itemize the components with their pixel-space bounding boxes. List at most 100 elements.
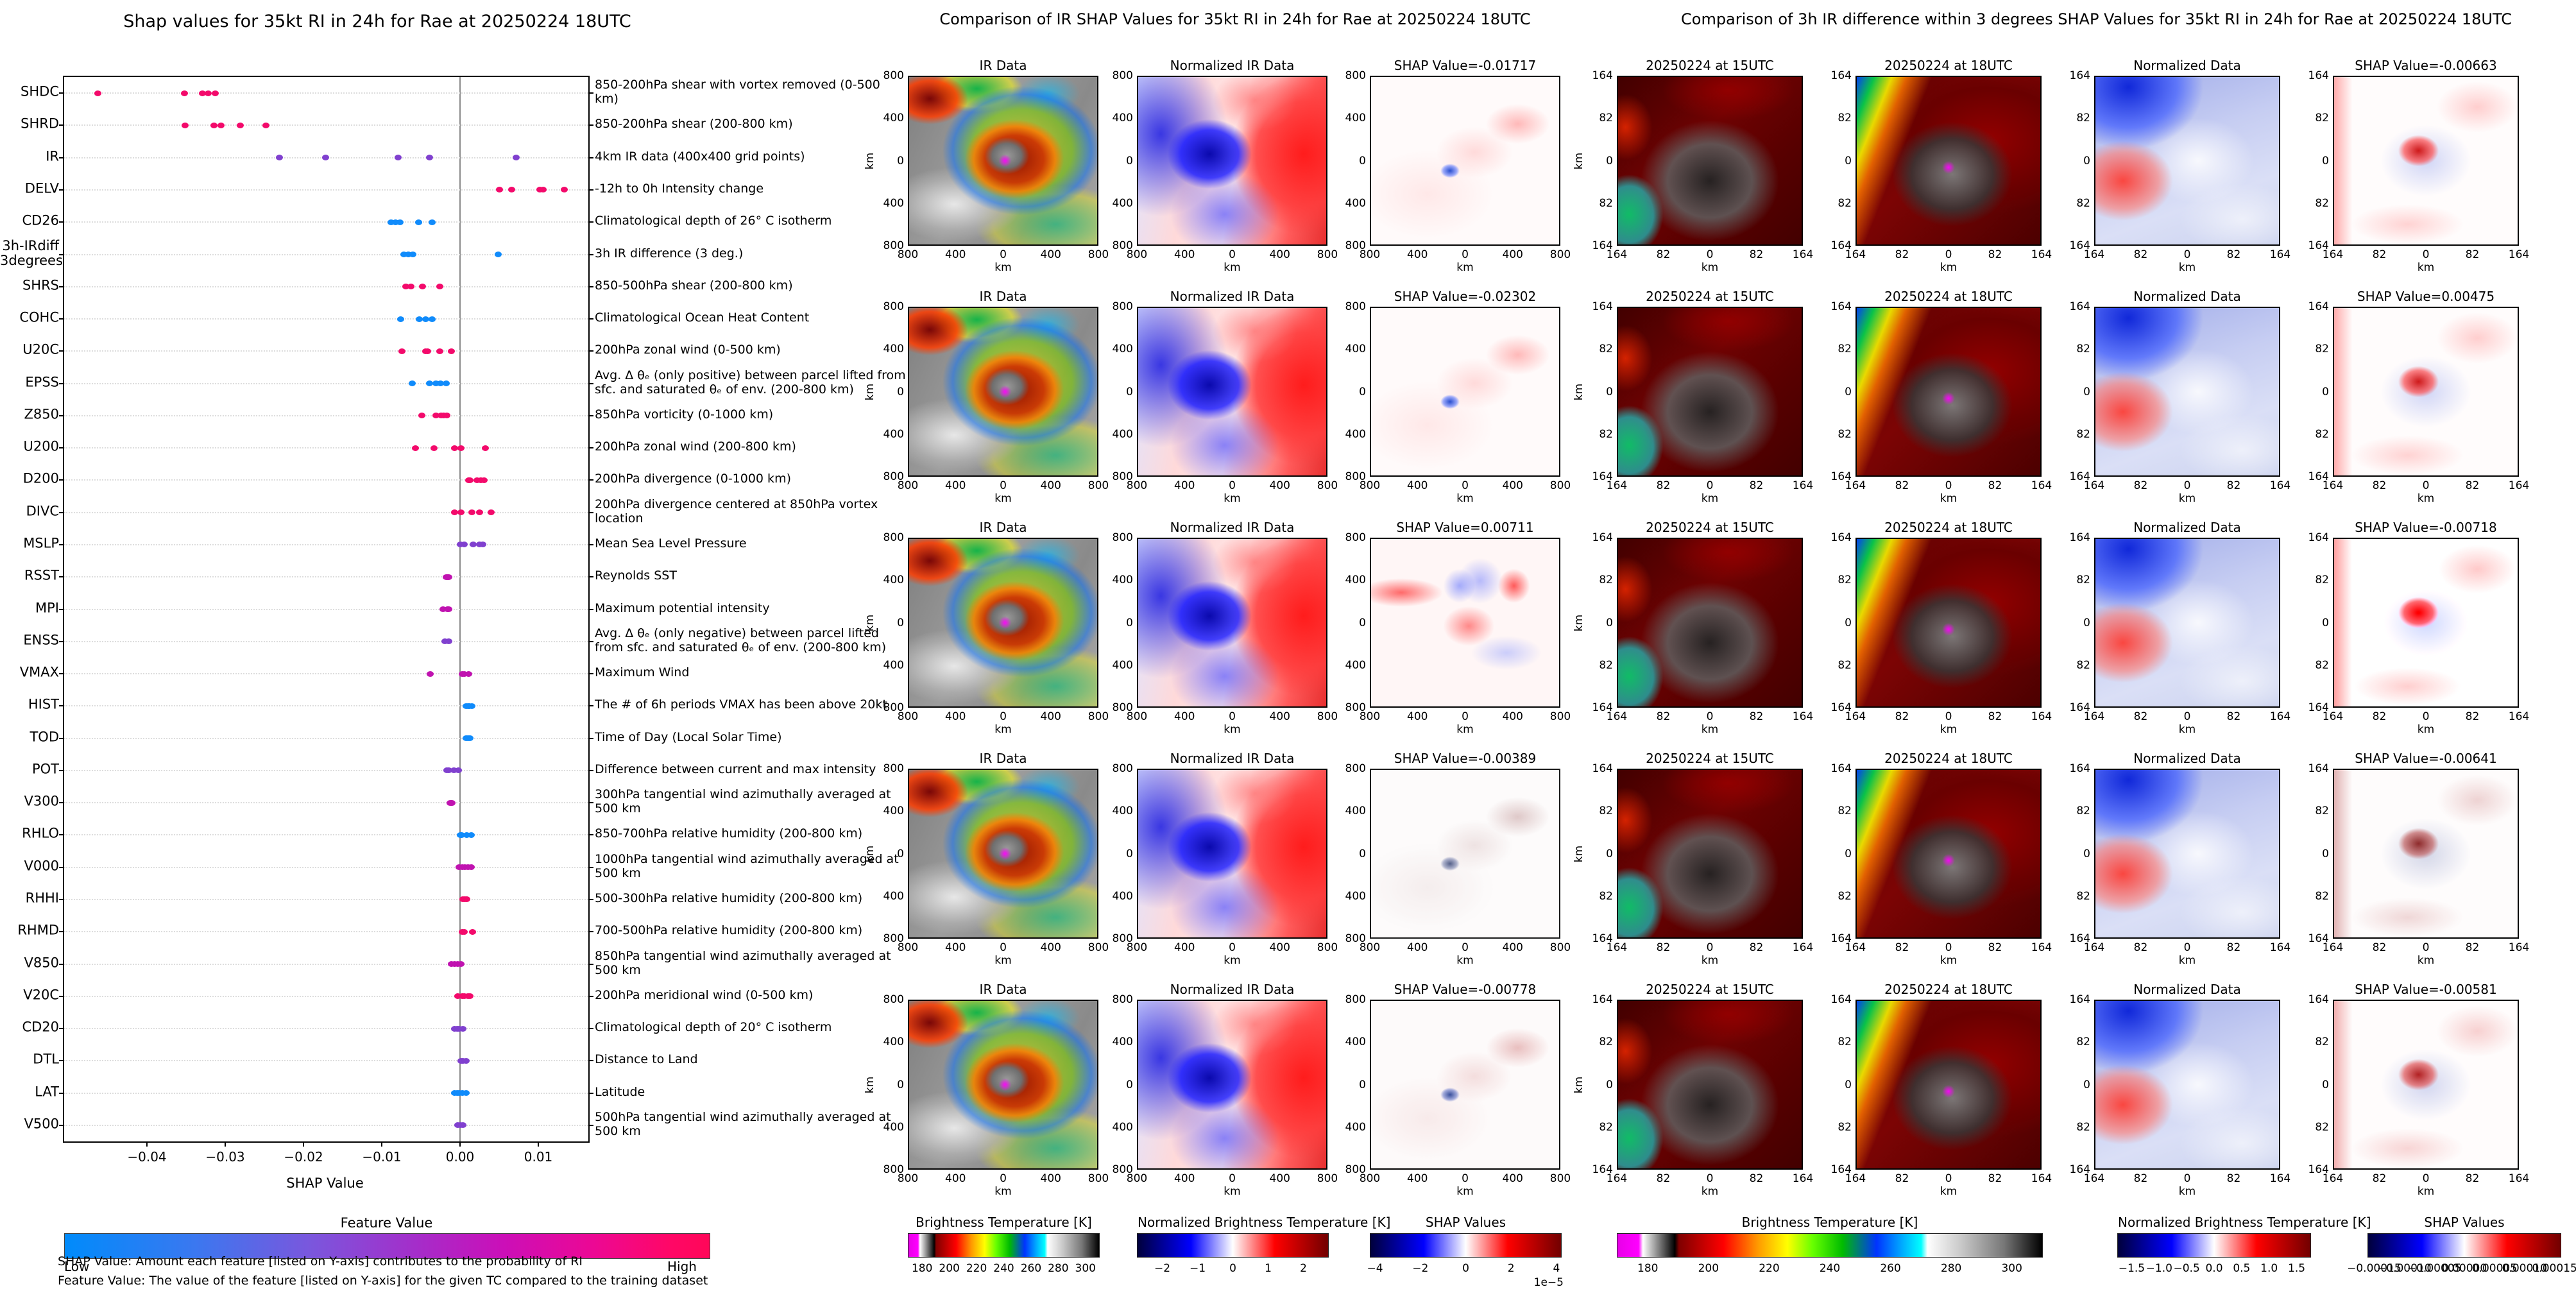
shap-dot — [470, 542, 477, 548]
x-tick-label: 400 — [1269, 248, 1290, 261]
row-gridline — [64, 543, 588, 545]
y-tick-label: 0 — [1845, 616, 1852, 629]
normalized-ir-data-subplot: Normalized IR Data 800 400 0 400 800 800 400 0 40… — [1113, 982, 1338, 1198]
x-tick-label: 164 — [1845, 710, 1866, 723]
x-tick-label: 164 — [2269, 248, 2291, 261]
feature-description: 300hPa tangential wind azimuthally avera… — [595, 787, 891, 816]
y-tick-label: 400 — [1345, 889, 1366, 903]
x-tick-label: 164 — [2508, 248, 2530, 261]
y-tick-label: 164 — [2308, 932, 2329, 945]
feature-description: Difference between current and max inten… — [595, 762, 876, 776]
x-tick-label: 0 — [2183, 710, 2191, 723]
x-tick-label: 800 — [1549, 479, 1571, 492]
x-axis-km-label: km — [1701, 492, 1719, 505]
shap-dot — [481, 445, 489, 451]
colorbar-tick-label: 180 — [1637, 1262, 1659, 1275]
colorbar-multiplier: 1e−5 — [1533, 1276, 1564, 1289]
feature-label: MPI — [35, 600, 59, 615]
x-tick-label: 82 — [2465, 1172, 2480, 1185]
x-axis-km-label: km — [1224, 723, 1241, 736]
x-axis-km-label: km — [994, 1185, 1012, 1198]
x-tick-label: 0 — [1945, 248, 1952, 261]
x-axis-km-label: km — [2178, 723, 2196, 736]
x-tick-label: 164 — [1606, 941, 1628, 954]
ir-18utc-subplot: 20250224 at 18UTC 164 82 0 82 164 164 82 0 82 164 k… — [1831, 982, 2052, 1198]
feature-value-colorbar — [64, 1233, 710, 1259]
feature-description: 500hPa tangential wind azimuthally avera… — [595, 1109, 891, 1138]
shap-dot — [396, 219, 404, 225]
y-tick-label: 400 — [883, 1036, 904, 1049]
x-tick-label: 164 — [2322, 941, 2344, 954]
ir-data-image — [908, 1000, 1098, 1170]
y-tick-label: 400 — [883, 196, 904, 210]
x-axis-km-label: km — [1940, 723, 1958, 736]
shap-dot — [432, 380, 439, 387]
colorbar-shap-values: SHAP Values −0.00015 −0.00010 −0.00005 0.000… — [2347, 1215, 2576, 1275]
subplot-title: IR Data — [979, 751, 1027, 766]
x-tick-label: 400 — [1502, 479, 1523, 492]
y-tick-mark-right — [588, 318, 593, 320]
x-tick-label: 400 — [1269, 941, 1290, 954]
y-axis-km-label: km — [864, 614, 877, 631]
feature-label: POT — [31, 761, 59, 777]
irdiff-shap-map-image — [2333, 307, 2519, 477]
subplot-shap-title: SHAP Value=0.00711 — [1396, 520, 1534, 535]
y-tick-mark-right — [588, 447, 593, 449]
y-tick-label: 800 — [1345, 701, 1366, 714]
ir-18utc-image — [1855, 1000, 2042, 1170]
x-axis-km-label: km — [1224, 492, 1241, 505]
shap-dot — [428, 219, 436, 225]
x-tick-mark — [146, 1141, 148, 1147]
x-tick-label: 0 — [1229, 1172, 1236, 1185]
colorbar-tick-label: −4 — [1367, 1262, 1383, 1275]
y-tick-label: 400 — [1345, 1036, 1366, 1049]
y-tick-label: 400 — [1112, 574, 1133, 587]
y-tick-label: 800 — [1112, 1163, 1133, 1176]
x-tick-label: −0.02 — [284, 1149, 323, 1165]
x-tick-mark — [303, 1141, 304, 1147]
feature-label: RHMD — [17, 922, 59, 938]
ir-shap-map-image — [1370, 538, 1560, 708]
y-tick-label: 800 — [1345, 69, 1366, 82]
y-tick-label: 82 — [2315, 343, 2329, 356]
feature-label: RHLO — [22, 825, 59, 841]
y-tick-mark-right — [588, 157, 593, 158]
x-tick-label: 0 — [1706, 1172, 1714, 1185]
shap-dot — [459, 1025, 467, 1032]
colorbar-tick-label: −0.00005 — [2407, 1262, 2462, 1275]
y-tick-mark-right — [588, 705, 593, 707]
x-axis-km-label: km — [1456, 1185, 1474, 1198]
y-axis-km-label: km — [864, 845, 877, 862]
subplot-title: Normalized IR Data — [1170, 520, 1295, 535]
x-tick-label: 82 — [2372, 248, 2387, 261]
y-tick-label: 82 — [1599, 196, 1613, 210]
y-tick-label: 82 — [1599, 889, 1613, 903]
x-tick-label: 82 — [1988, 1172, 2002, 1185]
x-tick-label: 800 — [1126, 1172, 1148, 1185]
x-tick-label: 164 — [2031, 710, 2052, 723]
subplot-title: 20250224 at 15UTC — [1646, 751, 1774, 766]
shap-dot — [455, 767, 463, 774]
shap-dot — [416, 316, 423, 322]
shap-dot — [473, 477, 481, 483]
y-tick-label: 164 — [1830, 531, 1852, 544]
shap-dot — [428, 316, 436, 322]
x-tick-label: 800 — [1549, 248, 1571, 261]
subplot-shap-title: SHAP Value=-0.00581 — [2355, 982, 2497, 997]
shap-dot — [409, 252, 417, 257]
y-tick-label: 82 — [2315, 112, 2329, 125]
y-tick-label: 82 — [1838, 1120, 1852, 1134]
irdiff-shap-map-image — [2333, 1000, 2519, 1170]
y-tick-mark-right — [588, 576, 593, 578]
x-tick-label: 0 — [1000, 710, 1007, 723]
x-tick-label: 400 — [1040, 479, 1061, 492]
colorbar-tick-label: 0.00000 — [2441, 1262, 2487, 1275]
y-tick-label: 400 — [1345, 112, 1366, 125]
y-tick-label: 164 — [2069, 993, 2090, 1006]
normalized-data-image — [2094, 1000, 2280, 1170]
y-tick-label: 800 — [1345, 239, 1366, 252]
ir-15utc-image — [1617, 76, 1803, 246]
x-tick-label: 400 — [945, 248, 966, 261]
y-tick-label: 164 — [2308, 1163, 2329, 1176]
row-gridline — [64, 286, 588, 287]
